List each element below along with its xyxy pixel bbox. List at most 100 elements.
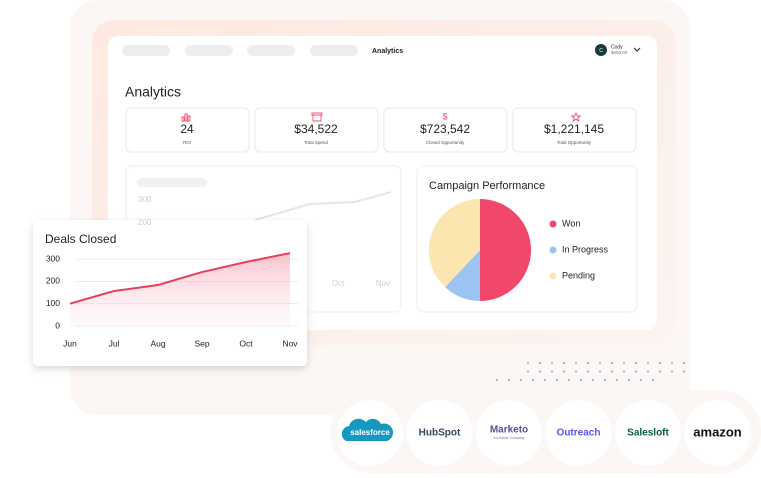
logo-text: salesforce: [350, 428, 390, 437]
dot: [670, 361, 674, 365]
nav-active[interactable]: Analytics: [372, 48, 403, 55]
stat-label: Total Opportunity: [557, 140, 592, 145]
logo-circle[interactable]: [545, 400, 612, 466]
dot: [646, 361, 650, 365]
x-tick-label: Aug: [150, 338, 165, 348]
dot: [579, 378, 583, 382]
x-tick-label: Oct: [239, 338, 253, 348]
x-tick-label: Sep: [194, 338, 209, 348]
dot: [574, 361, 578, 365]
legend-label: Pending: [562, 270, 595, 280]
bg-tick-label: 300: [138, 195, 152, 204]
legend-label: Won: [562, 218, 580, 228]
dot: [615, 378, 619, 382]
nav-pill[interactable]: [122, 45, 170, 56]
logo-tagline: An Adobe Company: [493, 436, 524, 440]
logo-text: Outreach: [557, 428, 601, 439]
logo-circle[interactable]: [684, 400, 751, 466]
dot: [658, 370, 662, 373]
line-area: [70, 253, 290, 326]
chart-title: Campaign Performance: [429, 180, 545, 192]
stat-card: [383, 107, 508, 153]
dot: [562, 370, 566, 373]
dot: [519, 378, 523, 382]
y-tick-label: 200: [46, 276, 60, 286]
dot: [555, 378, 559, 382]
dot: [610, 370, 614, 373]
bg-tick-label: 200: [138, 218, 152, 227]
dot: [634, 370, 638, 373]
dot: [622, 370, 626, 373]
nav-pill[interactable]: [185, 45, 233, 56]
pie-slice: [480, 199, 531, 301]
user-name: Cody: [611, 44, 623, 50]
pie-slice: [429, 199, 480, 288]
x-tick-label: Nov: [282, 338, 298, 348]
dot: [603, 378, 607, 382]
line: [69, 252, 291, 305]
logo-circle[interactable]: [406, 400, 473, 466]
dot: [495, 378, 499, 382]
logo-circle[interactable]: [615, 400, 681, 466]
nav-pill[interactable]: [247, 45, 295, 56]
dot: [531, 378, 535, 382]
y-tick-label: 0: [55, 320, 60, 330]
dot: [634, 361, 638, 365]
dot-grid: [495, 361, 686, 382]
placeholder: [137, 178, 207, 187]
logo-text: Salesloft: [627, 428, 669, 439]
bg-category: Nov: [376, 279, 390, 288]
logo-text: amazon: [693, 424, 741, 439]
dot: [550, 370, 554, 373]
avatar-initial: C: [599, 48, 603, 54]
stat-icon: [181, 113, 191, 122]
dot: [598, 361, 602, 365]
dot: [646, 370, 650, 373]
user-balance: $600.00: [611, 50, 628, 55]
dot: [562, 361, 566, 365]
stat-value: $723,542: [420, 122, 470, 136]
chart-title: Deals Closed: [45, 232, 116, 246]
stat-value: $1,221,145: [544, 122, 604, 136]
stat-value: $34,522: [294, 122, 338, 136]
dot: [682, 370, 686, 373]
legend-swatch: [549, 246, 557, 254]
stat-icon: [311, 112, 323, 122]
dot: [639, 378, 643, 382]
stat-icon: [570, 111, 582, 123]
dot: [507, 378, 511, 382]
dot: [538, 361, 542, 365]
stat-label: ROI: [183, 140, 191, 145]
logo-text: HubSpot: [419, 428, 461, 439]
stat-card: [512, 107, 637, 153]
pie-slice: [445, 250, 480, 301]
logo-circle[interactable]: [476, 400, 542, 466]
dot: [610, 361, 614, 365]
x-tick-label: Jul: [109, 338, 120, 348]
dot: [526, 370, 530, 373]
dropdown-caret[interactable]: [633, 47, 641, 52]
stat-card: [254, 107, 379, 153]
y-tick-label: 100: [46, 298, 60, 308]
stat-label: Total Spend: [304, 140, 328, 145]
y-tick-label: 300: [46, 253, 60, 263]
avatar[interactable]: [595, 44, 607, 56]
nav-pill[interactable]: [310, 45, 358, 56]
page-title: Analytics: [125, 84, 181, 100]
dot: [651, 378, 655, 382]
legend-label: In Progress: [562, 244, 609, 254]
background-line: [254, 191, 392, 221]
dot: [567, 378, 571, 382]
dot: [627, 378, 631, 382]
stat-card: [125, 107, 250, 153]
dot: [586, 370, 590, 373]
dot: [526, 361, 530, 365]
dot: [538, 370, 542, 373]
legend-swatch: [549, 272, 557, 280]
dot: [658, 361, 662, 365]
dot: [682, 361, 686, 365]
dot: [670, 370, 674, 373]
dot: [543, 378, 547, 382]
